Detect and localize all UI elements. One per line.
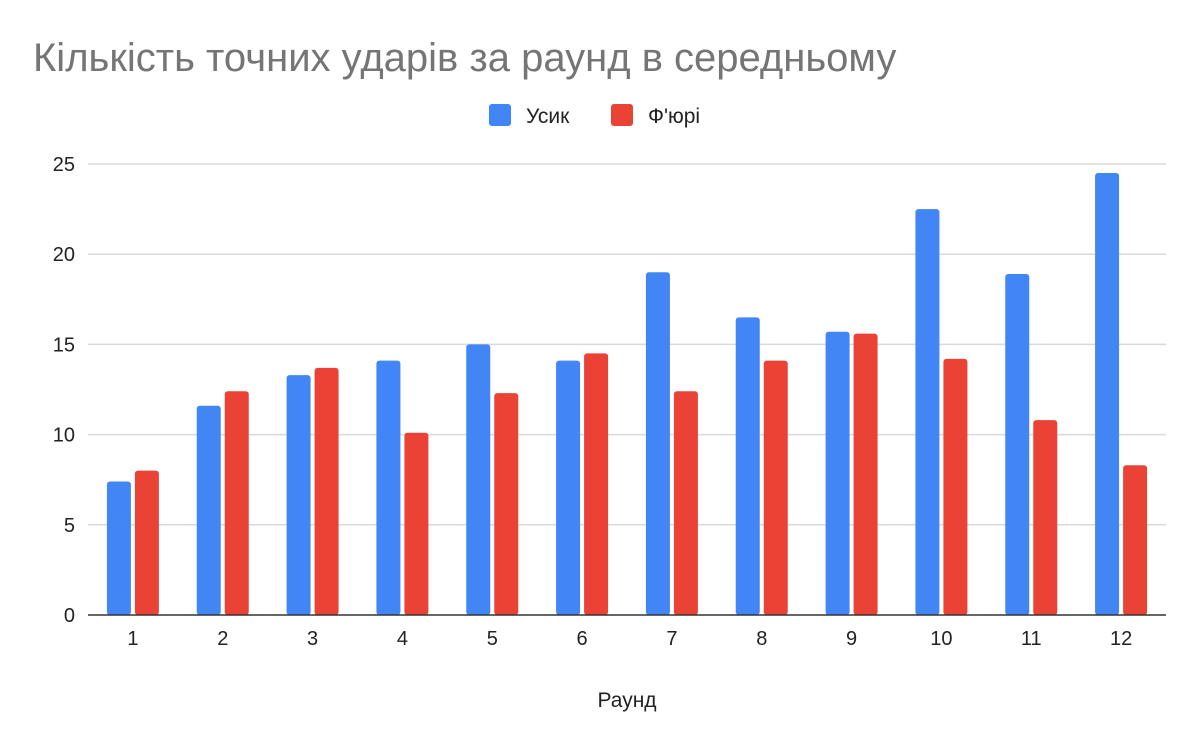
x-tick-label: 7 — [666, 628, 677, 650]
x-tick-label: 2 — [217, 628, 228, 650]
x-tick-label: 8 — [756, 628, 767, 650]
bar-usyk-round-8 — [735, 317, 760, 615]
bar-fury-round-1 — [134, 470, 159, 615]
bar-usyk-round-9 — [825, 331, 850, 615]
x-tick-label: 9 — [846, 628, 857, 650]
bar-usyk-round-7 — [645, 272, 670, 615]
bar-fury-round-2 — [224, 391, 249, 615]
x-tick-label: 5 — [487, 628, 498, 650]
x-tick-label: 12 — [1110, 628, 1132, 650]
legend-label-usyk: Усик — [526, 105, 570, 128]
bar-usyk-round-11 — [1005, 274, 1030, 615]
x-tick-label: 11 — [1021, 628, 1042, 650]
y-tick-label: 0 — [64, 605, 75, 627]
bar-usyk-round-1 — [106, 481, 131, 615]
bar-usyk-round-2 — [196, 405, 221, 615]
x-axis-tick-labels: 1 2 3 4 5 6 7 8 9 10 11 12 — [127, 628, 1132, 650]
bar-fury-round-11 — [1033, 420, 1058, 615]
bars — [106, 173, 1148, 615]
x-tick-label: 4 — [397, 628, 408, 650]
chart-title: Кількість точних ударів за раунд в серед… — [33, 36, 896, 80]
bar-fury-round-12 — [1123, 465, 1148, 615]
bar-fury-round-4 — [404, 432, 429, 615]
legend-swatch-fury — [611, 104, 633, 126]
legend: Усик Ф'юрі — [489, 104, 700, 128]
x-axis-label: Раунд — [597, 689, 656, 712]
bar-fury-round-8 — [763, 360, 788, 615]
bar-usyk-round-12 — [1095, 173, 1120, 615]
y-axis-tick-labels: 0 5 10 15 20 25 — [53, 154, 75, 627]
bar-usyk-round-4 — [376, 360, 401, 615]
bar-fury-round-3 — [314, 367, 339, 615]
bar-fury-round-9 — [853, 333, 878, 615]
bar-fury-round-7 — [673, 391, 698, 615]
y-tick-label: 5 — [64, 515, 75, 537]
grid-lines — [88, 163, 1166, 526]
bar-usyk-round-5 — [466, 344, 491, 615]
bar-usyk-round-6 — [556, 360, 581, 615]
x-tick-label: 1 — [127, 628, 138, 650]
bar-usyk-round-10 — [915, 209, 940, 615]
y-tick-label: 15 — [53, 334, 75, 356]
y-tick-label: 20 — [53, 244, 75, 266]
legend-swatch-usyk — [489, 104, 511, 126]
x-tick-label: 3 — [307, 628, 318, 650]
y-tick-label: 10 — [53, 425, 75, 447]
x-tick-label: 6 — [577, 628, 588, 650]
bar-fury-round-10 — [943, 358, 968, 615]
legend-label-fury: Ф'юрі — [648, 105, 700, 128]
bar-usyk-round-3 — [286, 375, 311, 615]
bar-fury-round-5 — [494, 393, 519, 615]
y-tick-label: 25 — [53, 154, 75, 176]
bar-fury-round-6 — [584, 353, 609, 615]
x-tick-label: 10 — [930, 628, 952, 650]
